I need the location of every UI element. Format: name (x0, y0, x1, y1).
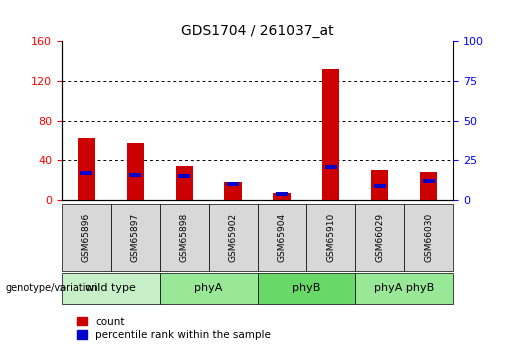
Bar (325, 165, 337, 169)
Bar (78, 138, 95, 200)
Text: GSM65896: GSM65896 (82, 213, 91, 262)
Bar (276, 192, 288, 196)
Text: phyB: phyB (292, 283, 321, 293)
Bar (273, 193, 290, 200)
Bar (80, 171, 92, 175)
Text: GSM65910: GSM65910 (327, 213, 335, 262)
Bar (420, 172, 437, 200)
Text: GSM65904: GSM65904 (278, 213, 286, 262)
Bar (178, 174, 190, 178)
Bar (225, 182, 242, 200)
Text: genotype/variation: genotype/variation (5, 283, 98, 293)
Bar (176, 166, 193, 200)
Text: GSM65898: GSM65898 (180, 213, 188, 262)
Text: GSM66029: GSM66029 (375, 213, 384, 262)
Title: GDS1704 / 261037_at: GDS1704 / 261037_at (181, 23, 334, 38)
Bar (129, 173, 141, 177)
Text: phyA phyB: phyA phyB (374, 283, 434, 293)
Bar (322, 69, 339, 200)
Bar (371, 170, 388, 200)
Bar (423, 179, 435, 183)
Text: phyA: phyA (194, 283, 223, 293)
Bar (374, 184, 386, 188)
Text: GSM66030: GSM66030 (424, 213, 433, 262)
Text: wild type: wild type (85, 283, 136, 293)
Legend: count, percentile rank within the sample: count, percentile rank within the sample (77, 317, 271, 340)
Text: GSM65902: GSM65902 (229, 213, 237, 262)
Bar (127, 142, 144, 200)
Bar (227, 182, 239, 186)
Text: GSM65897: GSM65897 (131, 213, 140, 262)
